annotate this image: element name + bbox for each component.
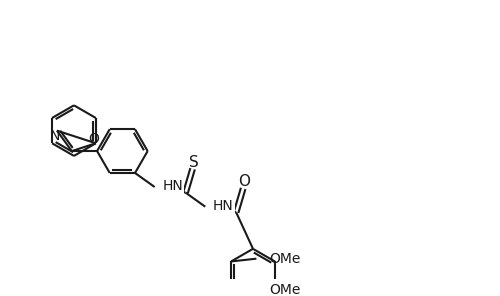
Text: HN: HN xyxy=(162,179,183,193)
Text: O: O xyxy=(88,132,100,146)
Text: N: N xyxy=(50,129,60,143)
Text: S: S xyxy=(188,155,198,170)
Text: OMe: OMe xyxy=(270,252,301,266)
Text: OMe: OMe xyxy=(270,283,301,296)
Text: O: O xyxy=(238,174,250,189)
Text: HN: HN xyxy=(212,199,234,213)
